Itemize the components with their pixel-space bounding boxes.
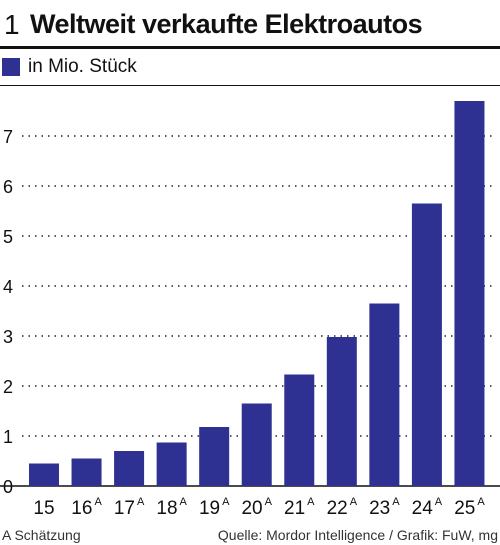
- bar-chart: 0 1 2 3 4 5 6 7 15 16 A 17 A 18 A 19 A 20 A 21 A 22 A 23 A 24 A 25 A: [0, 101, 500, 519]
- bar: [411, 203, 442, 486]
- x-tick-label: 23 A: [369, 496, 400, 519]
- x-tick-label: 20 A: [241, 496, 272, 519]
- source-credit: Quelle: Mordor Intelligence / Grafik: Fu…: [217, 527, 498, 543]
- x-tick-label: 25 A: [454, 496, 485, 519]
- bar: [114, 451, 145, 486]
- x-tick-label: 15: [33, 498, 54, 519]
- bar: [71, 458, 102, 486]
- chart-title: Weltweit verkaufte Elektroautos: [30, 9, 423, 39]
- x-tick-label: 22 A: [327, 496, 358, 519]
- bar: [284, 374, 315, 486]
- y-tick-label: 5: [3, 227, 13, 247]
- x-tick-label: 16 A: [71, 496, 102, 519]
- y-tick-label: 7: [3, 127, 13, 147]
- legend-label: in Mio. Stück: [28, 56, 137, 77]
- chart-footer: A Schätzung Quelle: Mordor Intelligence …: [0, 522, 500, 545]
- x-tick-label: 17 A: [114, 496, 145, 519]
- y-tick-label: 3: [3, 327, 13, 347]
- figure-number: 1: [4, 9, 20, 40]
- legend-swatch: [2, 58, 20, 76]
- title-rule: [0, 46, 500, 49]
- y-tick-label: 6: [3, 177, 13, 197]
- estimate-note: A Schätzung: [2, 527, 81, 543]
- x-tick-label: 19 A: [199, 496, 230, 519]
- y-tick-label: 0: [3, 477, 13, 497]
- bar: [241, 403, 272, 486]
- y-tick-label: 1: [3, 427, 13, 447]
- bar: [454, 101, 485, 486]
- x-tick-label: 24 A: [412, 496, 443, 519]
- chart-header: 1 Weltweit verkaufte Elektroautos: [0, 0, 500, 48]
- bar: [199, 427, 230, 486]
- bar: [326, 337, 357, 486]
- x-tick-label: 21 A: [284, 496, 315, 519]
- legend-rule: [0, 85, 500, 86]
- x-tick-label: 18 A: [156, 496, 187, 519]
- y-tick-label: 4: [3, 277, 13, 297]
- bar: [156, 442, 187, 486]
- bar: [369, 303, 400, 486]
- bar: [29, 463, 59, 486]
- y-tick-label: 2: [3, 377, 13, 397]
- legend: in Mio. Stück: [0, 50, 500, 86]
